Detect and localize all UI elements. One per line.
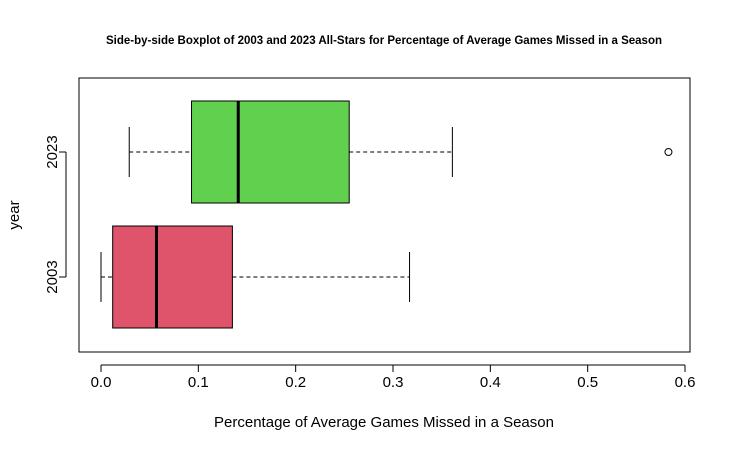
x-tick-label-3: 0.3 — [383, 374, 404, 391]
plot-frame — [78, 77, 691, 353]
y-tick-label-2023: 2023 — [44, 135, 61, 168]
box-2023 — [128, 100, 673, 204]
x-axis-title: Percentage of Average Games Missed in a … — [214, 414, 554, 431]
y-tick-label-2003: 2003 — [44, 260, 61, 293]
box-iqr-2003 — [112, 225, 233, 329]
x-tick-label-0: 0.0 — [91, 374, 112, 391]
y-axis: 2003 2023 — [44, 135, 67, 294]
box-iqr-2023 — [191, 100, 350, 204]
boxes-group — [100, 100, 673, 329]
x-axis: 0.0 0.1 0.2 0.3 0.4 0.5 0.6 — [91, 364, 696, 391]
chart-title: Side-by-side Boxplot of 2003 and 2023 Al… — [106, 35, 662, 47]
outlier-point-2023-0 — [664, 148, 673, 156]
x-tick-label-2: 0.2 — [285, 374, 306, 391]
x-tick-label-6: 0.6 — [675, 374, 696, 391]
x-tick-label-4: 0.4 — [480, 374, 501, 391]
x-tick-label-1: 0.1 — [188, 374, 209, 391]
box-2003 — [100, 225, 411, 329]
y-axis-title: year — [6, 200, 23, 229]
x-tick-label-5: 0.5 — [577, 374, 598, 391]
